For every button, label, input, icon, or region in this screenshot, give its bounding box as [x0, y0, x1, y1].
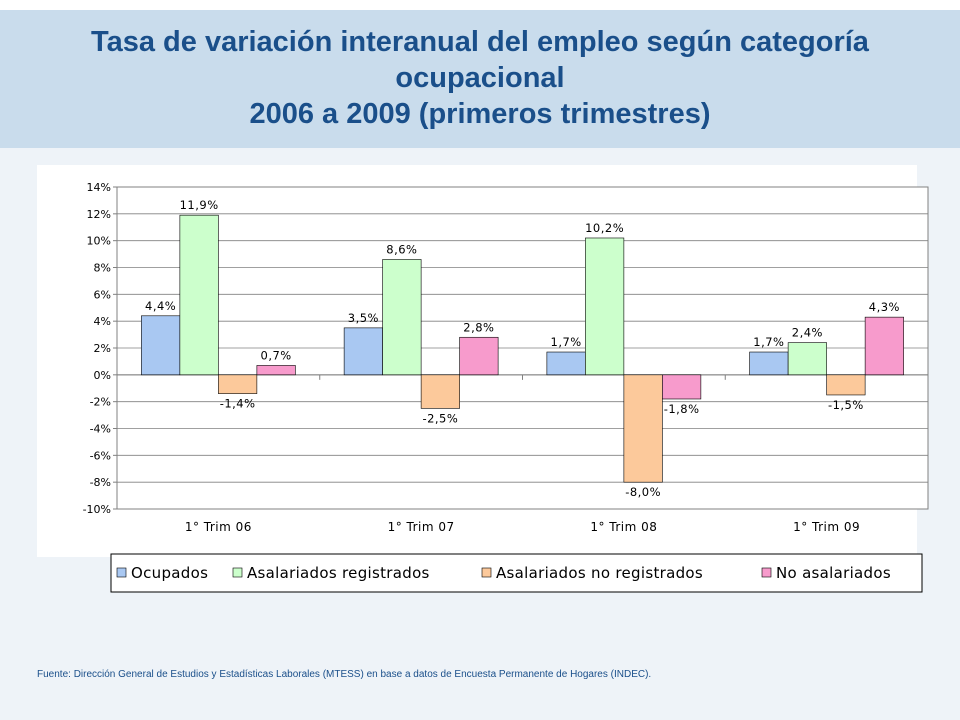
- bar: [749, 351, 789, 376]
- y-tick-label: 12%: [87, 208, 111, 221]
- x-tick-label: 1° Trim 08: [590, 520, 657, 534]
- data-label: 2,8%: [463, 320, 494, 334]
- data-label: 3,5%: [348, 311, 379, 325]
- data-label: -1,5%: [828, 398, 864, 412]
- legend-swatch: [481, 567, 492, 578]
- title-line-3: 2006 a 2009 (primeros trimestres): [249, 98, 711, 130]
- bar: [420, 374, 460, 409]
- data-label: 1,7%: [753, 335, 784, 349]
- data-label: -2,5%: [422, 411, 458, 425]
- title-line-2: ocupacional: [395, 62, 565, 94]
- bar: [141, 315, 181, 376]
- data-label: 4,4%: [145, 299, 176, 313]
- bar: [546, 351, 586, 376]
- x-tick-label: 1° Trim 09: [793, 520, 860, 534]
- data-label: 0,7%: [261, 348, 292, 362]
- data-label: -8,0%: [625, 485, 661, 499]
- chart-area: 14% 12% 10% 8% 6% 4% 2% 0% -2% -4% -6% -8% -10% 4,4% 1…: [0, 148, 960, 668]
- legend-swatch: [116, 567, 127, 578]
- data-label: 8,6%: [386, 242, 417, 256]
- data-label: 2,4%: [792, 326, 823, 340]
- bar: [826, 374, 866, 396]
- legend-swatch: [232, 567, 243, 578]
- legend-label: Asalariados registrados: [247, 564, 430, 582]
- legend-label: No asalariados: [776, 564, 891, 582]
- y-tick-label: 6%: [94, 288, 111, 301]
- bar: [218, 374, 258, 394]
- y-tick-label: -2%: [90, 396, 111, 409]
- data-label: 11,9%: [180, 198, 219, 212]
- y-tick-label: -8%: [90, 476, 111, 489]
- bar: [179, 214, 219, 376]
- data-label: -1,8%: [664, 402, 700, 416]
- y-tick-label: -10%: [83, 503, 111, 516]
- y-tick-label: 4%: [94, 315, 111, 328]
- top-strip: [0, 0, 960, 10]
- y-tick-label: 8%: [94, 262, 111, 275]
- bar: [864, 316, 904, 376]
- y-tick-label: 0%: [94, 369, 111, 382]
- bar: [623, 374, 663, 483]
- legend-label: Asalariados no registrados: [496, 564, 703, 582]
- source-note: Fuente: Dirección General de Estudios y …: [37, 669, 652, 680]
- slide-title: Tasa de variación interanual del empleo …: [0, 10, 960, 148]
- y-tick-label: -4%: [90, 423, 111, 436]
- data-label: -1,4%: [220, 397, 256, 411]
- legend-swatch: [761, 567, 772, 578]
- bar: [662, 374, 702, 400]
- data-label: 4,3%: [869, 300, 900, 314]
- y-tick-label: 2%: [94, 342, 111, 355]
- title-line-1: Tasa de variación interanual del empleo …: [91, 26, 869, 58]
- legend-label: Ocupados: [131, 564, 208, 582]
- data-label: 1,7%: [551, 335, 582, 349]
- bar: [256, 365, 296, 376]
- y-tick-label: 14%: [87, 181, 111, 194]
- legend-box: [110, 553, 923, 593]
- data-label: 10,2%: [585, 221, 624, 235]
- y-tick-label: 10%: [87, 235, 111, 248]
- bar-chart: 14% 12% 10% 8% 6% 4% 2% 0% -2% -4% -6% -8% -10% 4,4% 1…: [37, 165, 929, 593]
- bar: [343, 327, 383, 376]
- bar: [585, 237, 625, 376]
- bar: [459, 336, 499, 376]
- bar: [382, 259, 422, 376]
- x-tick-label: 1° Trim 06: [185, 520, 252, 534]
- bar: [787, 342, 827, 376]
- y-tick-label: -6%: [90, 449, 111, 462]
- x-tick-label: 1° Trim 07: [388, 520, 455, 534]
